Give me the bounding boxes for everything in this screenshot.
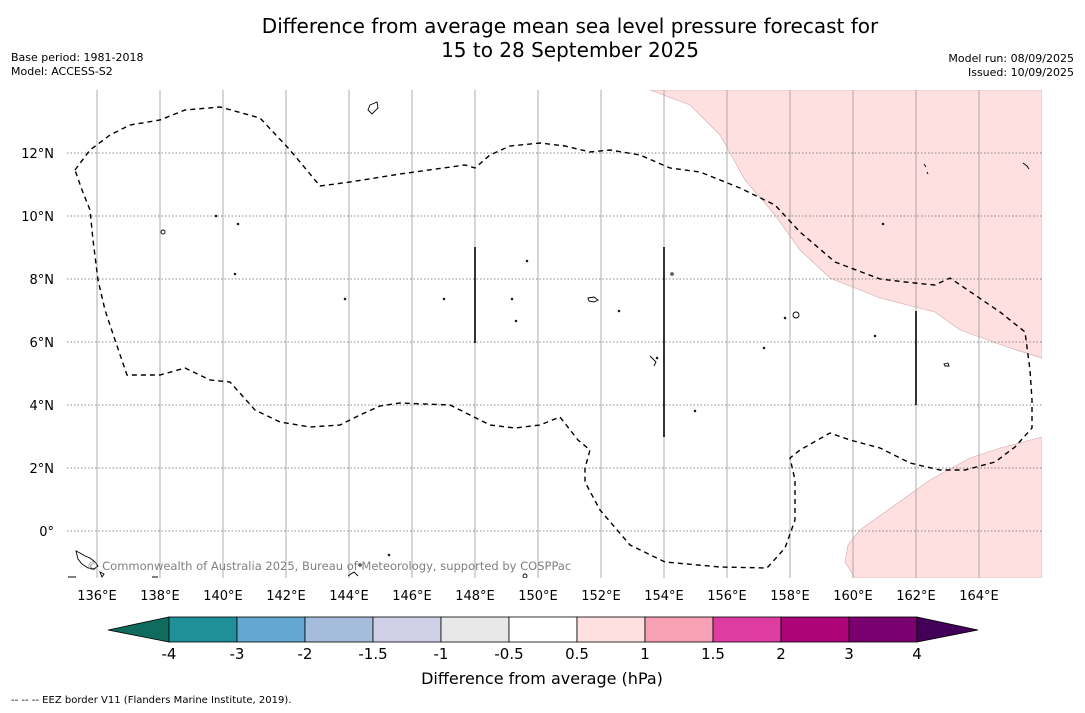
- lon-tick-labels: 136°E 138°E 140°E 142°E 144°E 146°E 148°…: [77, 589, 999, 604]
- lat-label-6n: 6°N: [30, 336, 55, 351]
- colorbar-tick: -2: [298, 645, 313, 663]
- colorbar-segment: [576, 616, 646, 643]
- colorbar-title: Difference from average (hPa): [421, 669, 663, 688]
- lon-label-156e: 156°E: [707, 589, 747, 604]
- lon-label-146e: 146°E: [392, 589, 432, 604]
- model-name: Model: ACCESS-S2: [11, 65, 113, 78]
- colorbar-segment: [168, 616, 238, 643]
- colorbar-min-extend: [107, 616, 170, 643]
- colorbar-segment: [236, 616, 306, 643]
- colorbar-tick: -1: [434, 645, 449, 663]
- colorbar-segment: [304, 616, 374, 643]
- lon-label-150e: 150°E: [518, 589, 558, 604]
- lon-label-142e: 142°E: [266, 589, 306, 604]
- colorbar-tick: 4: [912, 645, 922, 663]
- base-period: Base period: 1981-2018: [11, 51, 144, 64]
- colorbar-tick-labels: -4 -3 -2 -1.5 -1 -0.5 0.5 1 1.5 2 3 4: [162, 645, 922, 663]
- colorbar-tick: -1.5: [358, 645, 387, 663]
- lon-label-158e: 158°E: [770, 589, 810, 604]
- colorbar: [107, 616, 979, 643]
- pressure-anomaly-north-east: [649, 90, 1042, 359]
- lat-label-2n: 2°N: [30, 462, 55, 477]
- lon-label-160e: 160°E: [833, 589, 873, 604]
- lon-label-154e: 154°E: [644, 589, 684, 604]
- lat-label-4n: 4°N: [30, 399, 55, 414]
- lon-label-140e: 140°E: [203, 589, 243, 604]
- lat-label-0: 0°: [39, 525, 54, 540]
- copyright-notice: © Commonwealth of Australia 2025, Bureau…: [87, 559, 571, 573]
- lon-label-138e: 138°E: [140, 589, 180, 604]
- info-right: Model run: 08/09/2025 Issued: 10/09/2025: [948, 52, 1074, 80]
- map-area: [67, 90, 1042, 578]
- map-title: Difference from average mean sea level p…: [170, 14, 970, 62]
- colorbar-segment: [508, 616, 578, 643]
- colorbar-tick: 3: [844, 645, 854, 663]
- colorbar-segment: [712, 616, 782, 643]
- model-run: Model run: 08/09/2025: [948, 52, 1074, 65]
- title-line-2: 15 to 28 September 2025: [441, 38, 699, 62]
- lat-label-10n: 10°N: [21, 210, 54, 225]
- colorbar-segment: [780, 616, 850, 643]
- boundary-segments: [474, 247, 917, 437]
- colorbar-tick: -4: [162, 645, 177, 663]
- colorbar-segment: [644, 616, 714, 643]
- lon-label-144e: 144°E: [329, 589, 369, 604]
- lat-label-12n: 12°N: [21, 147, 54, 162]
- lat-label-8n: 8°N: [30, 273, 55, 288]
- colorbar-segment: [848, 616, 918, 643]
- lon-label-136e: 136°E: [77, 589, 117, 604]
- info-left: Base period: 1981-2018 Model: ACCESS-S2: [11, 51, 143, 79]
- colorbar-segment: [440, 616, 510, 643]
- colorbar-tick: -3: [230, 645, 245, 663]
- lon-label-148e: 148°E: [455, 589, 495, 604]
- lon-label-162e: 162°E: [896, 589, 936, 604]
- colorbar-max-extend: [916, 616, 979, 643]
- colorbar-tick: 2: [776, 645, 786, 663]
- islands: [68, 101, 1030, 578]
- colorbar-tick: 1: [640, 645, 650, 663]
- colorbar-tick: 0.5: [565, 645, 589, 663]
- lat-tick-labels: 12°N 10°N 8°N 6°N 4°N 2°N 0°: [21, 147, 54, 540]
- eez-borders: [74, 106, 1033, 569]
- title-line-1: Difference from average mean sea level p…: [261, 14, 879, 38]
- colorbar-tick: 1.5: [701, 645, 725, 663]
- colorbar-segment: [372, 616, 442, 643]
- colorbar-tick: -0.5: [494, 645, 523, 663]
- pressure-anomaly-south-east: [844, 436, 1042, 578]
- lon-label-152e: 152°E: [581, 589, 621, 604]
- issued-date: Issued: 10/09/2025: [967, 66, 1074, 79]
- lon-label-164e: 164°E: [959, 589, 999, 604]
- eez-legend-note: -- -- -- EEZ border V11 (Flanders Marine…: [11, 695, 292, 706]
